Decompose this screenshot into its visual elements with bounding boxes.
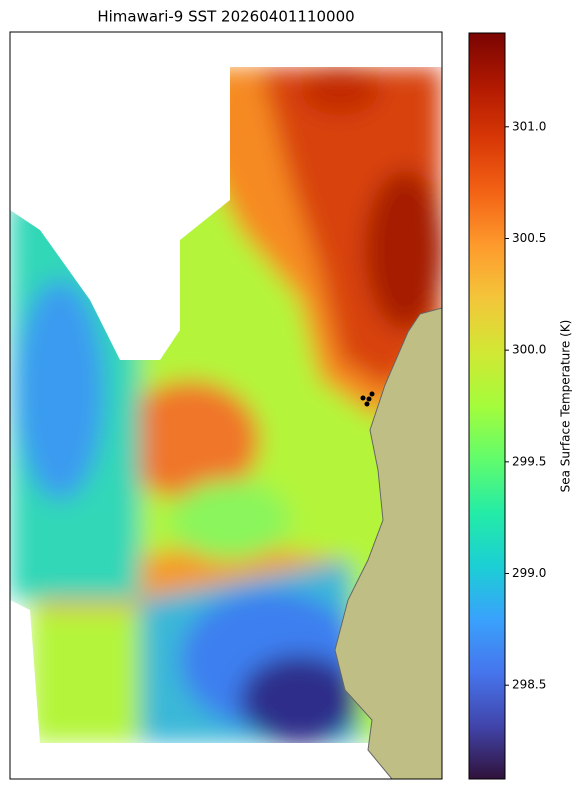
map-frame (9, 31, 443, 780)
colorbar-tick-label: 300.5 (512, 231, 546, 245)
colorbar-tick-label: 301.0 (512, 119, 546, 133)
colorbar (468, 32, 506, 780)
colorbar-label: Sea Surface Temperature (K) (559, 320, 573, 493)
colorbar-tick-label: 299.0 (512, 566, 546, 580)
sst-field (10, 32, 442, 779)
colorbar-tick-label: 299.5 (512, 454, 546, 468)
chart-title: Himawari-9 SST 20260401110000 (97, 8, 354, 26)
colorbar-tick-label: 300.0 (512, 343, 546, 357)
colorbar-tick-label: 298.5 (512, 678, 546, 692)
